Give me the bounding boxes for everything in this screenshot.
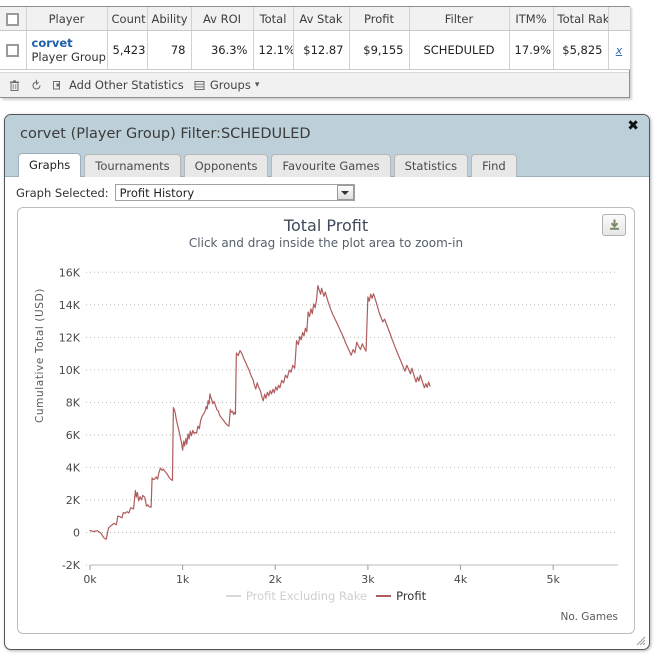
resize-grip[interactable]	[635, 635, 646, 646]
player-link[interactable]: corvet	[31, 35, 73, 50]
cell-itm-pct: 17.9%	[509, 30, 554, 70]
column-header-profit[interactable]: Profit	[349, 7, 410, 31]
cell-total: 12.1%	[253, 30, 294, 70]
tab-opponents[interactable]: Opponents	[183, 154, 269, 177]
player-stats-panel: Player Count Ability Av ROI Total Av Sta…	[0, 6, 631, 98]
refresh-button[interactable]	[30, 79, 43, 92]
tab-tournaments[interactable]: Tournaments	[84, 154, 181, 177]
graph-select-label: Graph Selected:	[16, 185, 109, 200]
column-header-total-rake[interactable]: Total Rake	[553, 7, 609, 31]
legend-item-profit[interactable]: Profit	[376, 589, 426, 603]
tab-graphs[interactable]: Graphs	[18, 153, 82, 177]
y-tick-label: 10K	[59, 364, 81, 377]
chart-subtitle: Click and drag inside the plot area to z…	[188, 236, 464, 250]
x-tick-label: 3k	[361, 573, 375, 586]
graph-select-value: Profit History	[119, 185, 195, 200]
chart-title: Total Profit	[283, 216, 369, 235]
graph-dialog: corvet (Player Group) Filter:SCHEDULED ✖…	[4, 114, 650, 650]
row-select-cell[interactable]	[0, 30, 27, 70]
column-header-player[interactable]: Player	[26, 7, 108, 31]
cell-remove[interactable]: x	[608, 30, 631, 70]
chart-plot[interactable]: -2K 0 2K 4K 6K 8K 10K 12K 14K 16K 0k 1k 2k 3k 4k 5k	[18, 208, 636, 635]
legend-item-profit-excluding-rake[interactable]: Profit Excluding Rake	[225, 589, 368, 603]
table-header-row: Player Count Ability Av ROI Total Av Sta…	[0, 7, 631, 31]
cell-av-roi: 36.3%	[191, 30, 254, 70]
y-tick-label: 16K	[59, 266, 81, 279]
cell-total-rake: $5,825	[553, 30, 609, 70]
x-tick-label: 1k	[176, 573, 190, 586]
tab-favourite-games[interactable]: Favourite Games	[271, 154, 391, 177]
header-select-all[interactable]	[0, 7, 27, 31]
groups-label: Groups	[209, 78, 251, 92]
x-tick-label: 2k	[269, 573, 283, 586]
dialog-tab-bar: Graphs Tournaments Opponents Favourite G…	[18, 153, 517, 177]
x-axis-label: No. Games	[560, 611, 619, 623]
dialog-header: corvet (Player Group) Filter:SCHEDULED ✖…	[5, 115, 649, 177]
column-header-filter[interactable]: Filter	[409, 7, 510, 31]
grid-icon	[193, 79, 206, 92]
delete-button[interactable]	[8, 79, 21, 92]
download-icon[interactable]	[602, 214, 626, 236]
add-other-statistics-button[interactable]: Add Other Statistics	[52, 78, 184, 92]
trash-icon	[8, 79, 21, 92]
cell-profit: $9,155	[349, 30, 410, 70]
y-tick-label: 6K	[66, 429, 81, 442]
column-header-ability[interactable]: Ability	[147, 7, 192, 31]
copy-icon	[52, 79, 65, 92]
graph-select-dropdown[interactable]: Profit History	[114, 184, 355, 201]
chart-container[interactable]: Total Profit Click and drag inside the p…	[17, 207, 635, 634]
y-tick-label: 8K	[66, 396, 81, 409]
dropdown-arrow-button[interactable]	[336, 185, 354, 200]
cell-player[interactable]: corvet Player Group	[26, 30, 108, 70]
row-checkbox[interactable]	[6, 44, 20, 57]
chevron-down-icon	[341, 190, 350, 195]
graph-select-row: Graph Selected: Profit History	[16, 184, 355, 201]
table-toolbar: Add Other Statistics Groups ▾	[0, 72, 629, 97]
column-header-actions	[608, 7, 631, 31]
y-tick-label: 0	[73, 526, 80, 539]
remove-row-link[interactable]: x	[615, 44, 623, 57]
table-row[interactable]: corvet Player Group 5,423 78 36.3% 12.1%…	[0, 30, 631, 70]
y-tick-label: 12K	[59, 331, 81, 344]
close-icon[interactable]: ✖	[627, 118, 639, 134]
player-type-label: Player Group	[31, 49, 106, 64]
groups-button[interactable]: Groups ▾	[193, 78, 260, 92]
column-header-count[interactable]: Count	[107, 7, 148, 31]
series-line-profit	[89, 284, 431, 540]
dialog-title: corvet (Player Group) Filter:SCHEDULED	[20, 126, 311, 142]
legend-swatch-profit-excluding-rake	[225, 595, 241, 597]
column-header-av-roi[interactable]: Av ROI	[191, 7, 254, 31]
x-tick-label: 4k	[454, 573, 468, 586]
y-tick-label: 2K	[66, 494, 81, 507]
cell-ability: 78	[147, 30, 192, 70]
y-tick-label: 14K	[59, 299, 81, 312]
column-header-total[interactable]: Total	[253, 7, 294, 31]
cell-count: 5,423	[107, 30, 148, 70]
legend-swatch-profit	[376, 595, 392, 597]
legend-label-profit: Profit	[396, 589, 427, 603]
x-tick-label: 0k	[83, 573, 97, 586]
column-header-av-stake[interactable]: Av Stak	[293, 7, 350, 31]
x-tick-label: 5k	[546, 573, 560, 586]
chevron-down-icon: ▾	[254, 80, 260, 90]
y-tick-label: 4K	[66, 461, 81, 474]
add-other-statistics-label: Add Other Statistics	[69, 78, 184, 92]
legend-label-profit-excluding-rake: Profit Excluding Rake	[245, 589, 368, 603]
y-tick-label: -2K	[62, 559, 81, 572]
player-stats-table: Player Count Ability Av ROI Total Av Sta…	[0, 7, 631, 70]
refresh-icon	[30, 79, 43, 92]
chart-legend: Profit Excluding Rake Profit	[18, 589, 634, 603]
cell-filter: SCHEDULED	[409, 30, 510, 70]
select-all-checkbox[interactable]	[6, 12, 20, 26]
column-header-itm-pct[interactable]: ITM%	[509, 7, 554, 31]
cell-av-stake: $12.87	[293, 30, 350, 70]
tab-statistics[interactable]: Statistics	[393, 154, 469, 177]
tab-find[interactable]: Find	[471, 154, 517, 177]
